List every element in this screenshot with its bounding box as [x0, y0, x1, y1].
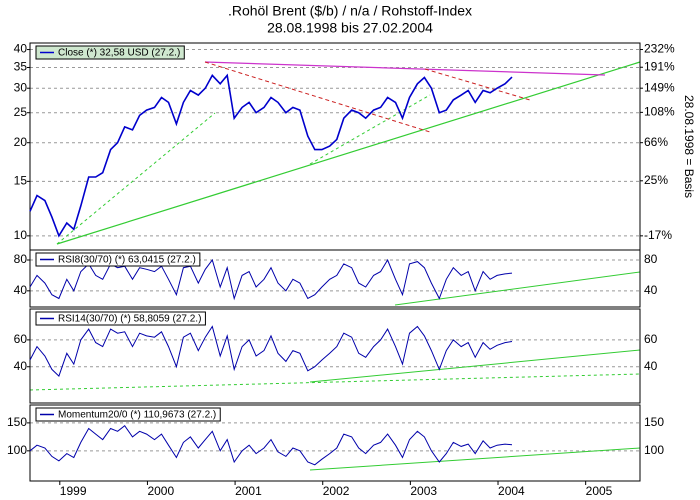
- trend-line: [56, 112, 216, 245]
- y-tick-label: 30: [14, 80, 28, 94]
- trend-line: [309, 349, 641, 383]
- legend: Close (*) 32,58 USD (27.2.): [35, 45, 185, 60]
- trend-line: [204, 61, 606, 76]
- trend-line: [29, 373, 641, 391]
- legend-label: Close (*) 32,58 USD (27.2.): [58, 48, 180, 59]
- legend-label: RSI8(30/70) (*) 63,0415 (27.2.): [58, 255, 196, 266]
- x-tick-label: 1999: [60, 484, 87, 498]
- y-tick-label: 25: [14, 105, 28, 119]
- legend-box: [35, 45, 185, 60]
- y2-tick-label: -17%: [644, 228, 672, 242]
- trend-line: [56, 61, 641, 245]
- chart-subtitle: 28.08.1998 bis 27.02.2004: [267, 20, 433, 36]
- legend: RSI14(30/70) (*) 58,8059 (27.2.): [35, 311, 206, 326]
- y2-tick-label: 66%: [644, 135, 668, 149]
- trend-line: [394, 271, 641, 306]
- legend-box: [35, 252, 201, 267]
- y2-tick-label: 149%: [644, 80, 675, 94]
- x-tick-label: 2000: [147, 484, 174, 498]
- trend-line: [204, 61, 431, 133]
- y-tick-label-right: 80: [644, 252, 658, 266]
- legend-label: Momentum20/0 (*) 110,9673 (27.2.): [58, 410, 216, 421]
- x-tick-label: 2002: [323, 484, 350, 498]
- y-tick-label: 60: [14, 332, 28, 346]
- panel: [30, 339, 640, 368]
- panel-frame: [29, 249, 641, 308]
- x-tick-label: 2004: [498, 484, 525, 498]
- y-tick-label-right: 60: [644, 332, 658, 346]
- y-tick-label: 100: [7, 443, 27, 457]
- y2-tick-label: 108%: [644, 105, 675, 119]
- y2-tick-label: 25%: [644, 173, 668, 187]
- y-tick-label: 40: [14, 359, 28, 373]
- y2-tick-label: 191%: [644, 59, 675, 73]
- panel-frame: [29, 42, 641, 251]
- y2-tick-label: 232%: [644, 42, 675, 56]
- trend-line: [424, 68, 531, 101]
- x-tick-label: 2003: [410, 484, 437, 498]
- x-tick-label: 2005: [586, 484, 613, 498]
- panel: [30, 49, 640, 237]
- panel: [30, 422, 640, 452]
- y-tick-label-right: 150: [644, 415, 664, 429]
- trend-line: [309, 94, 431, 165]
- trend-line: [309, 447, 641, 471]
- legend-label: RSI14(30/70) (*) 58,8059 (27.2.): [58, 314, 201, 325]
- x-tick-label: 2001: [235, 484, 262, 498]
- series-line: [29, 424, 513, 466]
- legend-box: [35, 311, 206, 326]
- legend-box: [35, 407, 221, 422]
- legend: Momentum20/0 (*) 110,9673 (27.2.): [35, 407, 221, 422]
- y-tick-label: 20: [14, 135, 28, 149]
- legend: RSI8(30/70) (*) 63,0415 (27.2.): [35, 252, 201, 267]
- y-tick-label: 40: [14, 283, 28, 297]
- y-tick-label: 35: [14, 60, 28, 74]
- series-line: [29, 73, 513, 238]
- y-tick-label: 10: [14, 228, 28, 242]
- y-tick-label: 150: [7, 415, 27, 429]
- y-tick-label-right: 40: [644, 283, 658, 297]
- chart-title: .Rohöl Brent ($/b) / n/a / Rohstoff-Inde…: [228, 3, 472, 19]
- y2-axis-label: 28.08.1998 = Basis: [682, 95, 696, 198]
- y-tick-label: 80: [14, 252, 28, 266]
- panel-frame: [29, 404, 641, 482]
- y-tick-label: 15: [14, 174, 28, 188]
- y-tick-label-right: 40: [644, 359, 658, 373]
- trend-lines: [29, 61, 641, 471]
- panel-frame: [29, 308, 641, 404]
- y-tick-label-right: 100: [644, 443, 664, 457]
- y-tick-label: 40: [14, 42, 28, 56]
- series-line: [29, 325, 513, 378]
